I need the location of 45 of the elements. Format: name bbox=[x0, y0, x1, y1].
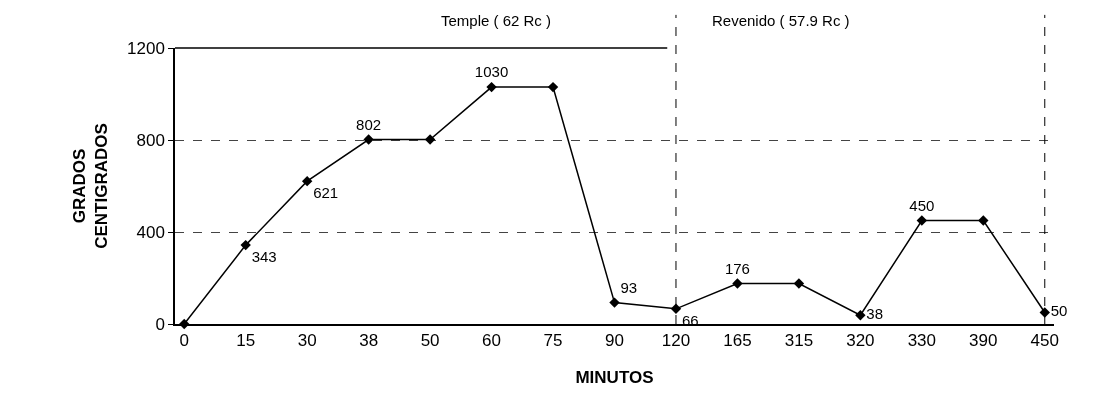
y-tick-label: 400 bbox=[136, 222, 165, 242]
point bbox=[240, 239, 251, 251]
x-tick-label: 15 bbox=[236, 331, 256, 351]
x-tick-label: 390 bbox=[969, 331, 998, 351]
x-tick-label: 90 bbox=[605, 331, 624, 351]
point bbox=[363, 134, 374, 145]
data-label: 343 bbox=[251, 248, 277, 266]
data-label: 176 bbox=[724, 259, 750, 277]
x-tick-label: 75 bbox=[543, 331, 563, 351]
x-tick-label: 50 bbox=[420, 331, 440, 351]
point bbox=[793, 278, 805, 289]
y-tick-label: 800 bbox=[136, 130, 165, 150]
x-tick-label: 0 bbox=[179, 331, 189, 351]
point bbox=[978, 215, 989, 226]
point bbox=[547, 81, 559, 93]
x-axis-title: MINUTOS bbox=[575, 368, 654, 388]
data-label: 38 bbox=[866, 305, 884, 323]
x-tick-label: 320 bbox=[846, 331, 875, 351]
data-label: 50 bbox=[1050, 302, 1068, 320]
point bbox=[609, 297, 620, 308]
text: Revenido ( 57.9 Rc ) bbox=[712, 12, 850, 29]
x-tick-label: 30 bbox=[297, 331, 317, 351]
x-tick-label: 120 bbox=[661, 331, 691, 351]
point bbox=[855, 310, 866, 321]
point bbox=[670, 303, 682, 315]
x-tick-label: 330 bbox=[907, 331, 937, 351]
x-tick-label: 315 bbox=[784, 331, 814, 351]
x-tick-label: 38 bbox=[359, 331, 379, 351]
data-label: 621 bbox=[313, 184, 339, 202]
y-tick-label: 0 bbox=[155, 314, 165, 334]
data-label: 93 bbox=[620, 278, 638, 296]
point bbox=[424, 134, 436, 145]
data-label: 1030 bbox=[474, 63, 509, 81]
point bbox=[301, 175, 313, 187]
x-tick-label: 165 bbox=[723, 331, 752, 351]
text: Temple ( 62 Rc ) bbox=[441, 12, 552, 29]
y-tick-label: 1200 bbox=[127, 38, 165, 58]
y-axis-title: GRADOS CENTIGRADOS bbox=[69, 123, 112, 249]
data-label: 450 bbox=[909, 196, 935, 214]
point bbox=[916, 215, 928, 226]
x-tick-label: 60 bbox=[482, 331, 502, 351]
x-tick-label: 450 bbox=[1030, 331, 1059, 351]
data-label: 802 bbox=[356, 115, 382, 133]
point bbox=[732, 278, 743, 289]
point bbox=[486, 81, 497, 93]
